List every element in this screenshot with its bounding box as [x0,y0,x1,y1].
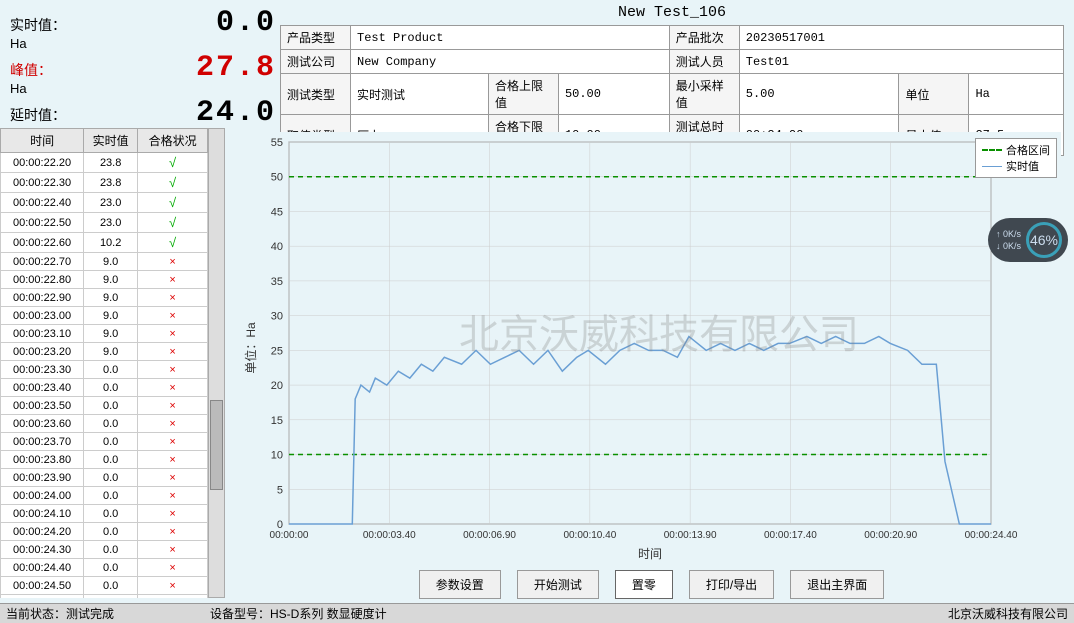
chart-legend: 合格区间 实时值 [975,138,1057,178]
svg-text:20: 20 [271,380,283,392]
svg-text:35: 35 [271,276,283,288]
scrollbar[interactable] [208,128,225,598]
th-time[interactable]: 时间 [1,129,84,153]
svg-text:00:00:00: 00:00:00 [270,530,309,541]
svg-text:45: 45 [271,206,283,218]
test-title: New Test_106 [280,4,1064,21]
svg-text:50: 50 [271,172,283,184]
data-table-wrap[interactable]: 时间 实时值 合格状况 00:00:22.2023.8√00:00:22.302… [0,128,208,598]
th-val[interactable]: 实时值 [84,129,138,153]
svg-text:单位：Ha: 单位：Ha [243,322,258,374]
table-row[interactable]: 00:00:22.809.0× [1,271,208,289]
table-row[interactable]: 00:00:22.3023.8√ [1,173,208,193]
table-row[interactable]: 00:00:23.009.0× [1,307,208,325]
table-row[interactable]: 00:00:24.200.0× [1,523,208,541]
table-row[interactable]: 00:00:24.400.0× [1,559,208,577]
table-row[interactable]: 00:00:23.500.0× [1,397,208,415]
svg-text:15: 15 [271,415,283,427]
svg-text:00:00:17.40: 00:00:17.40 [764,530,817,541]
table-row[interactable]: 00:00:22.6010.2√ [1,233,208,253]
table-row[interactable]: 00:00:23.700.0× [1,433,208,451]
svg-text:00:00:24.40: 00:00:24.40 [965,530,1018,541]
table-row[interactable]: 00:00:23.300.0× [1,361,208,379]
param-button[interactable]: 参数设置 [419,570,501,599]
status-bar: 当前状态：测试完成 设备型号：HS-D系列 数显硬度计 北京沃威科技有限公司 [0,603,1074,623]
table-row[interactable]: 00:00:23.109.0× [1,325,208,343]
zero-button[interactable]: 置零 [615,570,673,599]
table-row[interactable]: 00:00:24.100.0× [1,505,208,523]
svg-text:00:00:06.90: 00:00:06.90 [463,530,516,541]
table-row[interactable]: 00:00:24.500.0× [1,577,208,595]
table-row[interactable]: 00:00:23.800.0× [1,451,208,469]
table-row[interactable]: 00:00:24.300.0× [1,541,208,559]
svg-text:00:00:13.90: 00:00:13.90 [664,530,717,541]
table-row[interactable]: 00:00:22.5023.0√ [1,213,208,233]
chart: 051015202530354045505500:00:0000:00:03.4… [239,132,1061,564]
company-name: 北京沃威科技有限公司 [948,605,1068,622]
readout-panel: 实时值： 0.0 Ha 峰值： 27.8 Ha 延时值： 24.0 0.00s [0,0,280,128]
network-badge[interactable]: ↑ 0K/s↓ 0K/s 46% [988,218,1068,262]
table-row[interactable]: 00:00:24.600.0× [1,595,208,599]
table-row[interactable]: 00:00:23.600.0× [1,415,208,433]
svg-text:30: 30 [271,311,283,323]
peak-label: 峰值： [10,60,80,80]
svg-text:10: 10 [271,450,283,462]
svg-text:时间: 时间 [638,547,662,561]
print-button[interactable]: 打印/导出 [689,570,774,599]
table-row[interactable]: 00:00:23.400.0× [1,379,208,397]
svg-text:55: 55 [271,137,283,149]
svg-text:5: 5 [277,484,283,496]
table-row[interactable]: 00:00:23.209.0× [1,343,208,361]
svg-text:00:00:10.40: 00:00:10.40 [563,530,616,541]
start-button[interactable]: 开始测试 [517,570,599,599]
peak-value: 27.8 [156,51,276,85]
svg-text:25: 25 [271,345,283,357]
realtime-label: 实时值： [10,15,80,35]
table-row[interactable]: 00:00:22.4023.0√ [1,193,208,213]
svg-text:00:00:20.90: 00:00:20.90 [864,530,917,541]
data-table: 时间 实时值 合格状况 00:00:22.2023.8√00:00:22.302… [0,128,208,598]
table-row[interactable]: 00:00:24.000.0× [1,487,208,505]
th-status[interactable]: 合格状况 [138,129,208,153]
delay-value: 24.0 [156,96,276,130]
table-row[interactable]: 00:00:22.909.0× [1,289,208,307]
realtime-value: 0.0 [156,6,276,40]
table-row[interactable]: 00:00:22.709.0× [1,253,208,271]
table-row[interactable]: 00:00:23.900.0× [1,469,208,487]
scrollbar-thumb[interactable] [210,400,223,490]
back-button[interactable]: 退出主界面 [790,570,884,599]
svg-text:40: 40 [271,241,283,253]
table-row[interactable]: 00:00:22.2023.8√ [1,153,208,173]
svg-text:00:00:03.40: 00:00:03.40 [363,530,416,541]
delay-label: 延时值： [10,105,80,125]
